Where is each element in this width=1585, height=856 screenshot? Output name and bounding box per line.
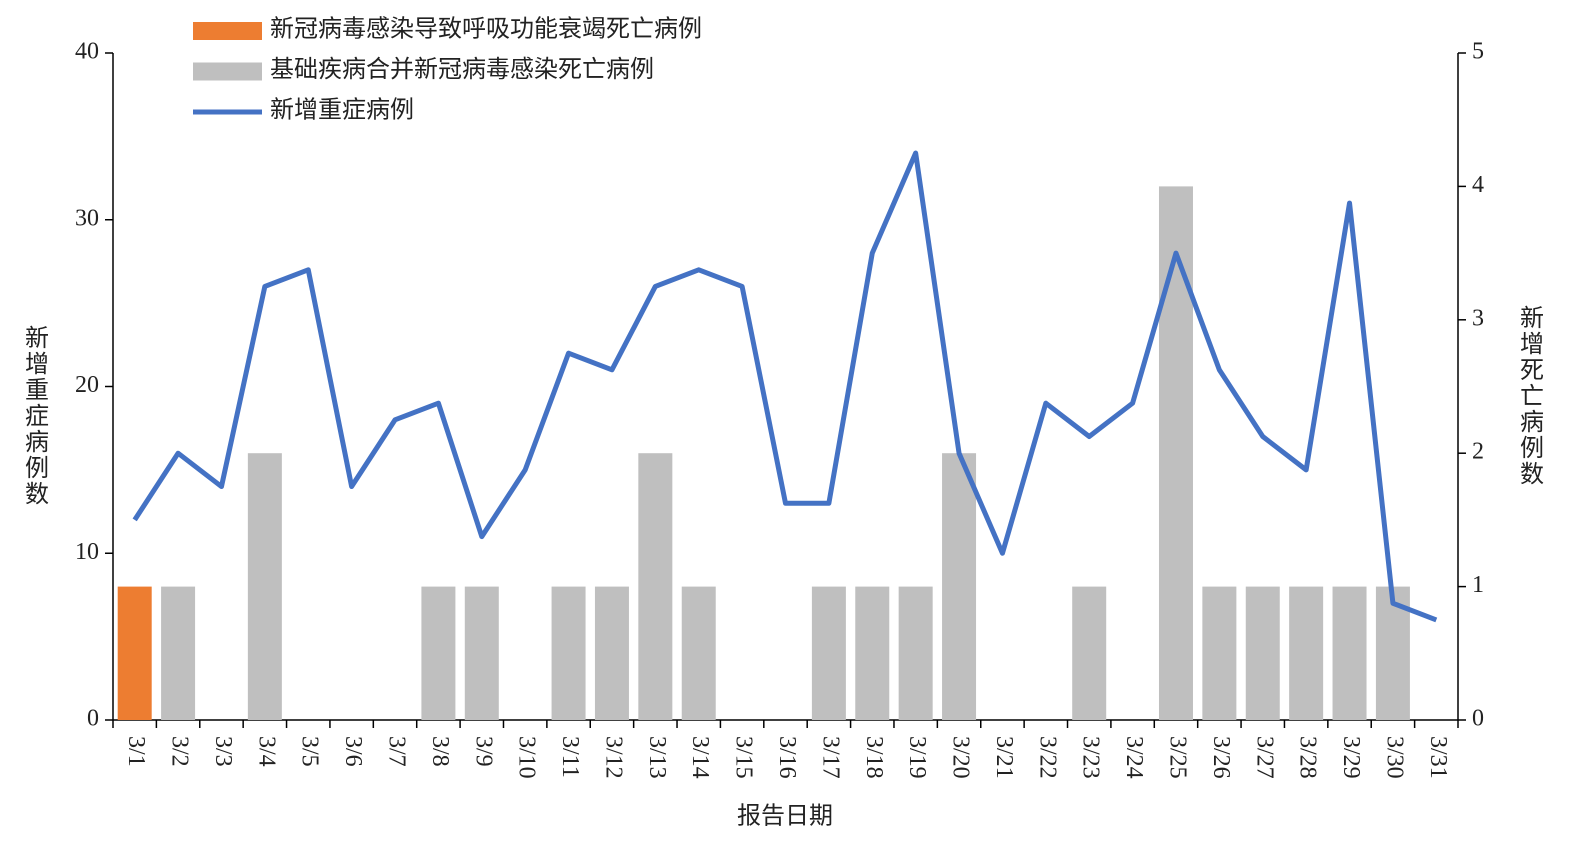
x-tick-label: 3/22 bbox=[1034, 736, 1060, 779]
x-tick-label: 3/30 bbox=[1381, 736, 1407, 779]
y2-tick-label: 1 bbox=[1472, 572, 1484, 598]
y-tick-label: 20 bbox=[75, 372, 99, 398]
y2-axis-title: 新增死亡病例数 bbox=[1515, 305, 1543, 487]
legend-label: 基础疾病合并新冠病毒感染死亡病例 bbox=[270, 56, 654, 83]
bar bbox=[942, 453, 977, 720]
bar bbox=[1202, 586, 1237, 720]
bar bbox=[855, 586, 890, 720]
y2-tick-label: 2 bbox=[1472, 439, 1484, 465]
y-tick-label: 30 bbox=[75, 205, 99, 231]
bar bbox=[1245, 586, 1280, 720]
x-tick-label: 3/16 bbox=[774, 736, 800, 779]
legend-swatch bbox=[193, 62, 262, 81]
bar bbox=[464, 586, 499, 720]
bar bbox=[161, 586, 196, 720]
y2-tick-label: 3 bbox=[1472, 305, 1484, 331]
x-tick-label: 3/28 bbox=[1295, 736, 1321, 779]
x-tick-label: 3/15 bbox=[731, 736, 757, 779]
x-tick-label: 3/23 bbox=[1078, 736, 1104, 779]
x-tick-label: 3/14 bbox=[687, 736, 713, 779]
x-tick-label: 3/13 bbox=[644, 736, 670, 779]
bar bbox=[1158, 186, 1193, 720]
x-axis-title: 报告日期 bbox=[737, 803, 833, 830]
legend-label: 新冠病毒感染导致呼吸功能衰竭死亡病例 bbox=[270, 16, 702, 43]
bar bbox=[811, 586, 846, 720]
x-tick-label: 3/26 bbox=[1208, 736, 1234, 779]
x-tick-label: 3/24 bbox=[1121, 736, 1147, 779]
x-tick-label: 3/20 bbox=[948, 736, 974, 779]
x-tick-label: 3/6 bbox=[340, 736, 366, 767]
bar bbox=[898, 586, 933, 720]
y-tick-label: 10 bbox=[75, 539, 99, 565]
x-tick-label: 3/11 bbox=[557, 736, 583, 778]
x-tick-label: 3/12 bbox=[600, 736, 626, 779]
bar bbox=[681, 586, 716, 720]
x-tick-label: 3/2 bbox=[167, 736, 193, 767]
x-tick-label: 3/19 bbox=[904, 736, 930, 779]
bar bbox=[594, 586, 629, 720]
legend-label: 新增重症病例 bbox=[270, 97, 414, 124]
bar bbox=[638, 453, 673, 720]
x-tick-label: 3/5 bbox=[297, 736, 323, 767]
x-tick-label: 3/21 bbox=[991, 736, 1017, 779]
legend-swatch bbox=[193, 22, 262, 40]
bar bbox=[1289, 586, 1324, 720]
bar bbox=[1332, 586, 1367, 720]
x-tick-label: 3/9 bbox=[470, 736, 496, 767]
y-tick-label: 40 bbox=[75, 39, 99, 65]
y-axis-title: 新增重症病例数 bbox=[20, 325, 48, 507]
y2-tick-label: 4 bbox=[1472, 172, 1484, 198]
bar bbox=[1072, 586, 1107, 720]
y2-tick-label: 0 bbox=[1472, 706, 1484, 732]
bar bbox=[421, 586, 456, 720]
bar bbox=[117, 586, 152, 720]
x-tick-label: 3/25 bbox=[1164, 736, 1190, 779]
y-tick-label: 0 bbox=[87, 706, 99, 732]
x-tick-label: 3/4 bbox=[253, 736, 279, 767]
x-tick-label: 3/29 bbox=[1338, 736, 1364, 779]
x-tick-label: 3/17 bbox=[817, 736, 843, 779]
bar bbox=[551, 586, 586, 720]
y2-tick-label: 5 bbox=[1472, 39, 1484, 65]
bar bbox=[247, 453, 282, 720]
x-tick-label: 3/1 bbox=[123, 736, 149, 767]
x-tick-label: 3/10 bbox=[514, 736, 540, 779]
x-tick-label: 3/31 bbox=[1425, 736, 1451, 779]
line bbox=[132, 150, 1438, 623]
x-tick-label: 3/18 bbox=[861, 736, 887, 779]
x-tick-label: 3/27 bbox=[1251, 736, 1277, 779]
x-tick-label: 3/7 bbox=[384, 736, 410, 767]
x-tick-label: 3/3 bbox=[210, 736, 236, 767]
x-tick-label: 3/8 bbox=[427, 736, 453, 767]
